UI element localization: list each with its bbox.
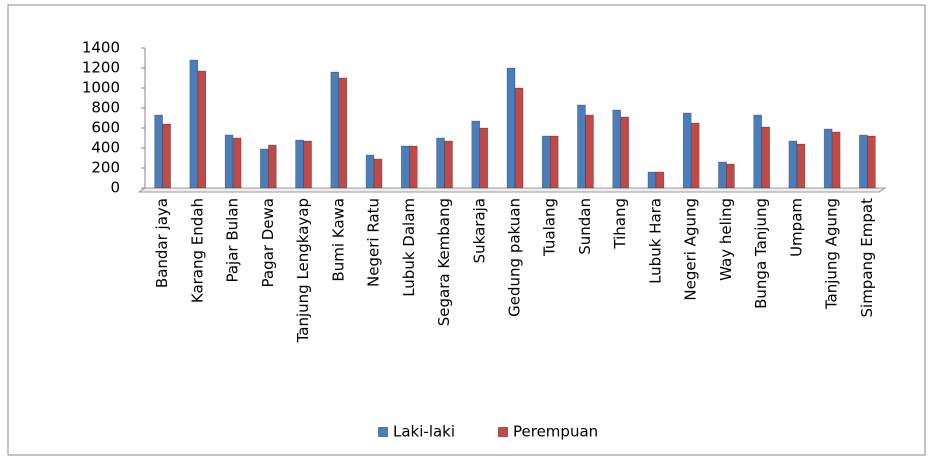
x-tick-label: Tanjung Agung bbox=[823, 198, 841, 310]
x-tick-label: Tualang bbox=[541, 198, 559, 257]
x-tick-label: Sundan bbox=[576, 198, 594, 255]
bar bbox=[400, 145, 410, 189]
bar bbox=[726, 163, 735, 189]
bar bbox=[373, 158, 383, 189]
bar bbox=[761, 126, 770, 189]
bar bbox=[197, 70, 207, 189]
bar bbox=[655, 171, 665, 189]
bar bbox=[541, 135, 551, 189]
bar bbox=[260, 148, 269, 189]
x-tick-label: Lubuk Dalam bbox=[400, 198, 418, 297]
y-tick-label: 200 bbox=[91, 159, 120, 177]
bar bbox=[338, 77, 348, 189]
bar bbox=[647, 171, 657, 189]
bar bbox=[408, 145, 418, 189]
x-tick-label: Bunga Tanjung bbox=[752, 198, 770, 309]
bar bbox=[479, 127, 489, 189]
x-tick-label: Tanjung Lengkayap bbox=[294, 198, 312, 343]
bar bbox=[682, 112, 692, 189]
x-tick-label: Way heling bbox=[717, 198, 735, 281]
bar bbox=[471, 120, 481, 189]
bar bbox=[796, 143, 806, 189]
bar bbox=[867, 135, 876, 189]
bar bbox=[303, 140, 312, 189]
x-tick-label: Pagar Dewa bbox=[259, 198, 277, 287]
bar bbox=[690, 122, 700, 189]
y-tick-label: 600 bbox=[91, 119, 120, 137]
bar bbox=[549, 135, 559, 189]
x-tick-label: Sukaraja bbox=[470, 198, 488, 263]
bar bbox=[189, 59, 199, 189]
x-tick-label: Bumi Kawa bbox=[329, 198, 347, 282]
bar bbox=[577, 104, 586, 189]
y-tick-label: 0 bbox=[110, 179, 120, 197]
bar bbox=[514, 87, 524, 189]
x-tick-label: Umpam bbox=[787, 198, 805, 257]
bar bbox=[295, 139, 304, 189]
legend-label: Perempuan bbox=[513, 423, 598, 441]
legend-swatch bbox=[378, 427, 388, 437]
bar bbox=[506, 67, 516, 189]
x-tick-label: Negeri Ratu bbox=[365, 198, 383, 287]
chart-frame bbox=[7, 4, 926, 456]
bar bbox=[162, 123, 171, 189]
bar bbox=[585, 114, 594, 189]
y-tick-label: 1000 bbox=[82, 79, 120, 97]
x-tick-label: Bandar jaya bbox=[153, 198, 171, 288]
bar bbox=[232, 137, 242, 189]
bar bbox=[224, 134, 234, 189]
x-tick-label: Karang Endah bbox=[188, 198, 206, 303]
x-tick-label: Lubuk Hara bbox=[646, 198, 664, 284]
y-tick-label: 1400 bbox=[82, 39, 120, 57]
floor bbox=[137, 187, 887, 193]
legend-label: Laki-laki bbox=[393, 423, 455, 441]
x-tick-label: Tihang bbox=[611, 198, 629, 250]
x-tick-label: Segara Kembang bbox=[435, 198, 453, 326]
y-tick-label: 400 bbox=[91, 139, 120, 157]
bar bbox=[444, 140, 453, 189]
y-tick-label: 800 bbox=[91, 99, 120, 117]
x-tick-label: Negeri Agung bbox=[682, 198, 700, 301]
bar bbox=[718, 161, 727, 189]
bar bbox=[753, 114, 762, 189]
x-tick-label: Pajar Bulan bbox=[224, 198, 242, 283]
bar bbox=[365, 154, 375, 189]
bar bbox=[823, 128, 833, 189]
bar bbox=[788, 140, 798, 189]
bar bbox=[268, 144, 277, 189]
bar bbox=[154, 114, 163, 189]
x-tick-label: Gedung pakuan bbox=[506, 198, 524, 317]
y-tick-label: 1200 bbox=[82, 59, 120, 77]
bar bbox=[859, 134, 868, 189]
bar bbox=[436, 137, 445, 189]
bar bbox=[620, 116, 630, 189]
legend-swatch bbox=[498, 427, 508, 437]
x-tick-label: Simpang Empat bbox=[858, 198, 876, 318]
bar bbox=[612, 109, 622, 189]
bar bbox=[330, 71, 340, 189]
bar bbox=[831, 131, 841, 189]
